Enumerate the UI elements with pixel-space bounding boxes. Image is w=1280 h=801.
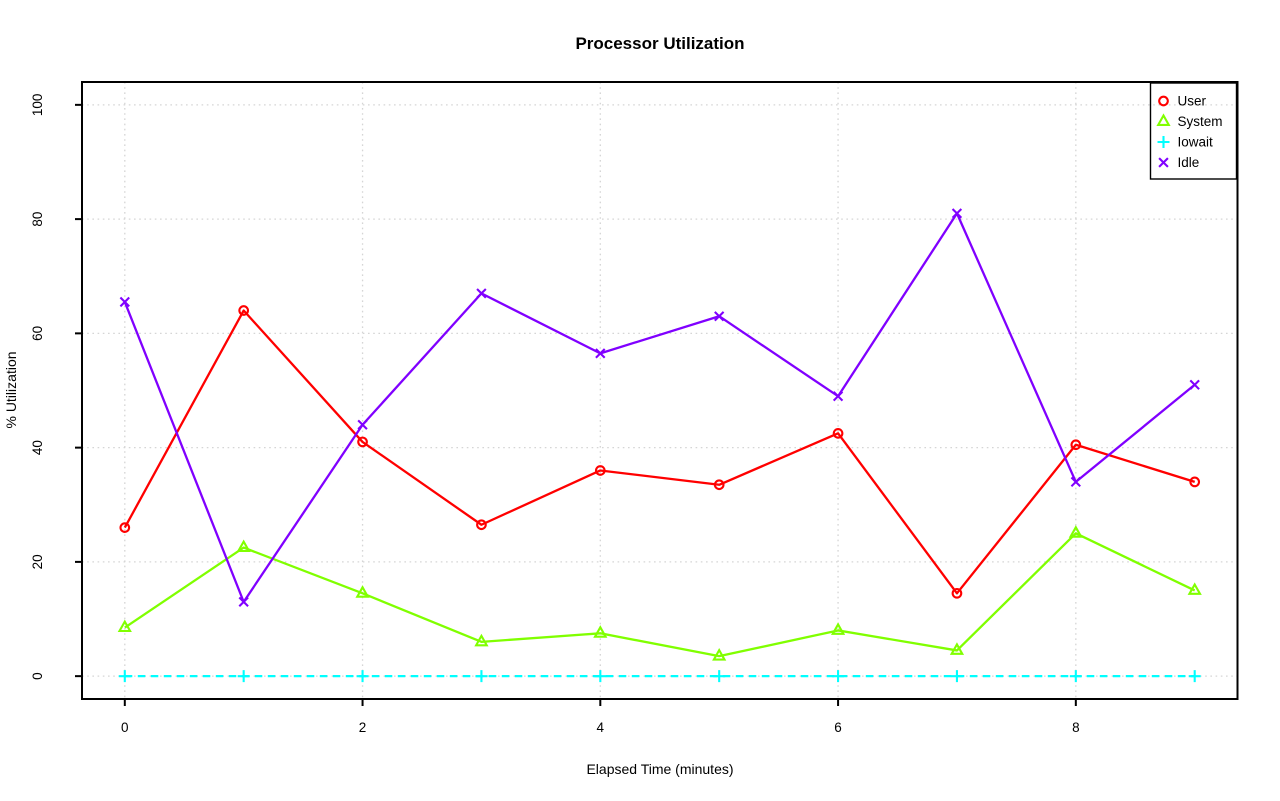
x-tick-label: 2 bbox=[359, 720, 367, 735]
series-layer bbox=[117, 208, 1202, 683]
idle-line bbox=[123, 212, 1196, 604]
series-system bbox=[117, 525, 1202, 661]
x-tick-label: 0 bbox=[121, 720, 129, 735]
series-idle bbox=[119, 208, 1200, 608]
iowait-marker bbox=[950, 670, 963, 683]
system-marker bbox=[117, 619, 132, 633]
legend-triangle-icon bbox=[1156, 113, 1171, 126]
user-marker bbox=[476, 519, 487, 531]
system-marker bbox=[1068, 525, 1083, 538]
iowait-marker bbox=[713, 670, 726, 683]
iowait-marker bbox=[118, 670, 131, 683]
legend-item-user: User bbox=[1158, 94, 1207, 109]
idle-marker bbox=[951, 208, 963, 219]
legend-item-iowait: Iowait bbox=[1157, 135, 1214, 150]
legend-plus-icon bbox=[1157, 136, 1170, 148]
series-user bbox=[119, 305, 1201, 599]
user-marker bbox=[951, 587, 963, 599]
y-tick-label: 60 bbox=[30, 326, 45, 341]
user-marker bbox=[832, 427, 844, 439]
idle-marker bbox=[238, 596, 249, 608]
user-marker bbox=[713, 479, 725, 491]
idle-marker bbox=[1189, 379, 1200, 390]
system-line bbox=[124, 532, 1196, 658]
idle-marker bbox=[476, 288, 487, 299]
y-tick-label: 40 bbox=[30, 440, 45, 455]
system-marker bbox=[236, 539, 251, 553]
x-axis-label: Elapsed Time (minutes) bbox=[586, 761, 733, 777]
x-tick-label: 8 bbox=[1072, 720, 1080, 735]
legend-item-system: System bbox=[1156, 113, 1223, 129]
idle-marker bbox=[1070, 476, 1081, 488]
user-marker bbox=[238, 305, 250, 316]
system-marker bbox=[593, 625, 608, 638]
legend-circle-icon bbox=[1158, 95, 1169, 107]
legend-x-icon bbox=[1158, 157, 1169, 168]
legend-label: User bbox=[1178, 94, 1207, 109]
iowait-marker bbox=[356, 670, 369, 683]
legend-label: Iowait bbox=[1178, 135, 1214, 150]
plot-frame bbox=[81, 81, 1239, 700]
legend-item-idle: Idle bbox=[1158, 155, 1200, 170]
iowait-marker bbox=[832, 670, 845, 683]
legend-label: System bbox=[1178, 114, 1223, 129]
iowait-marker bbox=[237, 670, 250, 683]
x-tick-label: 4 bbox=[597, 720, 605, 735]
legend-box bbox=[1149, 82, 1238, 180]
user-marker bbox=[357, 436, 368, 448]
y-tick-label: 0 bbox=[30, 672, 45, 680]
system-marker bbox=[830, 622, 846, 635]
legend: User System Iowait Idle bbox=[1149, 82, 1238, 180]
idle-marker bbox=[119, 296, 130, 308]
user-marker bbox=[1070, 439, 1082, 451]
system-marker bbox=[949, 642, 965, 655]
idle-marker bbox=[595, 348, 606, 359]
y-axis-label: % Utilization bbox=[3, 351, 19, 428]
system-marker bbox=[1187, 582, 1202, 595]
chart-title: Processor Utilization bbox=[575, 34, 744, 53]
series-iowait bbox=[118, 670, 1201, 683]
system-marker bbox=[712, 648, 727, 661]
legend-label: Idle bbox=[1178, 155, 1200, 170]
y-tick-label: 80 bbox=[30, 212, 45, 227]
user-line bbox=[123, 309, 1196, 595]
user-marker bbox=[119, 522, 131, 533]
iowait-marker bbox=[1188, 670, 1201, 683]
y-tick-label: 100 bbox=[30, 94, 45, 117]
grid-layer bbox=[82, 82, 1238, 699]
iowait-marker bbox=[475, 670, 488, 683]
user-marker bbox=[594, 465, 606, 476]
x-tick-label: 6 bbox=[834, 720, 842, 735]
user-marker bbox=[1189, 476, 1201, 488]
system-marker bbox=[474, 633, 489, 647]
idle-marker bbox=[357, 419, 368, 430]
system-marker bbox=[355, 585, 370, 598]
idle-marker bbox=[832, 391, 844, 402]
y-tick-label: 20 bbox=[30, 554, 45, 569]
iowait-marker bbox=[1069, 670, 1082, 683]
idle-marker bbox=[714, 311, 725, 322]
iowait-marker bbox=[594, 670, 607, 683]
